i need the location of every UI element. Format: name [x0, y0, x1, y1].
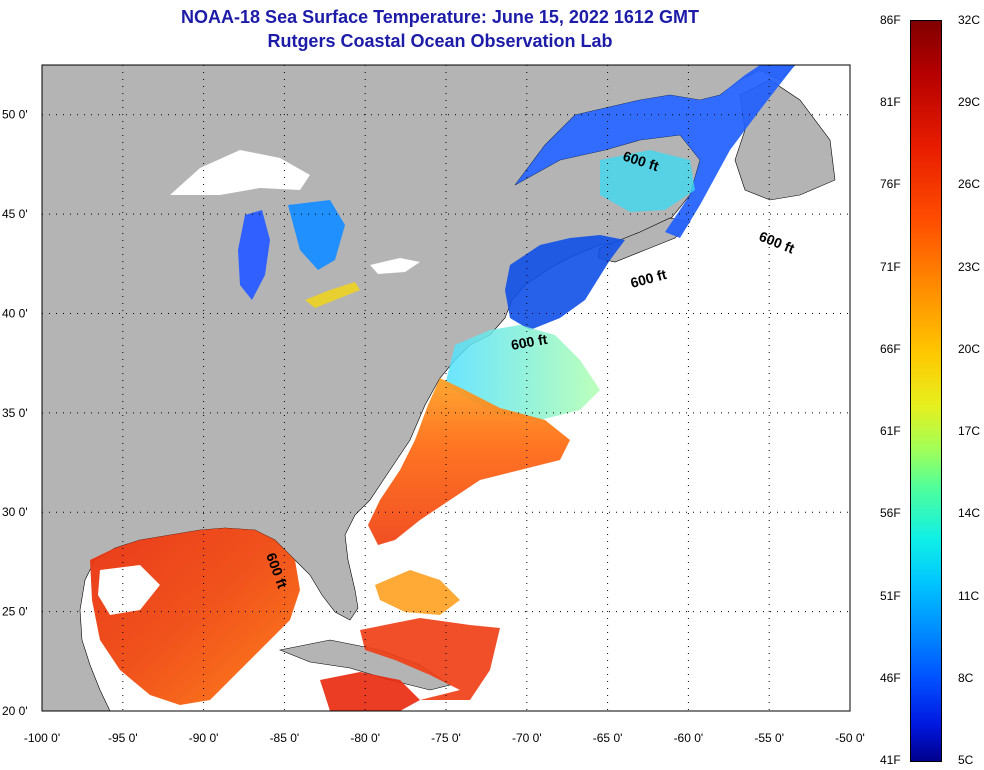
- latitude-tick-label: 35 0': [2, 406, 28, 420]
- colorbar-celsius-label: 11C: [958, 588, 980, 603]
- colorbar-fahrenheit-label: 81F: [880, 95, 901, 110]
- colorbar-fahrenheit-label: 56F: [880, 506, 901, 521]
- colorbar-fahrenheit-label: 46F: [880, 670, 901, 685]
- sst-mid-atlantic-shelf: [445, 325, 600, 420]
- sst-st-lawrence: [515, 65, 795, 238]
- colorbar-celsius-label: 8C: [958, 670, 974, 685]
- latitude-axis: 50 0' 45 0' 40 0' 35 0' 30 0' 25 0' 20 0': [2, 108, 28, 718]
- sst-bahamas: [375, 570, 460, 615]
- colorbar-celsius-label: 5C: [958, 753, 974, 767]
- cloud-gap-gulf: [98, 565, 160, 615]
- colorbar-celsius-label: 23C: [958, 259, 981, 274]
- lake-ontario: [370, 258, 420, 274]
- colorbar-fahrenheit-label: 86F: [880, 13, 901, 27]
- longitude-tick-label: -80 0': [350, 731, 380, 745]
- land-cuba: [278, 639, 451, 691]
- longitude-tick-label: -55 0': [754, 731, 784, 745]
- longitude-axis: -100 0' -95 0' -90 0' -85 0' -80 0' -75 0' -70…: [24, 731, 865, 745]
- longitude-tick-label: -95 0': [108, 731, 138, 745]
- colorbar-celsius-label: 29C: [958, 95, 981, 110]
- map-frame: [41, 64, 851, 712]
- latitude-tick-label: 20 0': [2, 704, 28, 718]
- map-subtitle: Rutgers Coastal Ocean Observation Lab: [267, 31, 613, 51]
- colorbar-fahrenheit-label: 41F: [880, 753, 901, 767]
- colorbar-fahrenheit-label: 76F: [880, 177, 901, 192]
- temperature-colorbar: [910, 20, 942, 762]
- sst-gulf-stream: [368, 378, 570, 545]
- lake-superior: [170, 150, 310, 195]
- colorbar-celsius-label: 20C: [958, 341, 981, 356]
- longitude-tick-label: -100 0': [24, 731, 60, 745]
- colorbar-fahrenheit-label: 61F: [880, 424, 901, 439]
- longitude-tick-label: -90 0': [189, 731, 219, 745]
- lake-erie: [305, 282, 360, 308]
- colorbar-fahrenheit-label: 71F: [880, 259, 901, 274]
- latitude-tick-label: 40 0': [2, 306, 28, 320]
- colorbar-celsius-label: 17C: [958, 424, 981, 439]
- sst-caribbean-south: [320, 672, 420, 711]
- colorbar-fahrenheit-label: 66F: [880, 341, 901, 356]
- colorbar-celsius-label: 32C: [958, 13, 981, 27]
- sst-gulf-of-maine: [505, 235, 625, 330]
- isobath-label-4: 600 ft: [510, 331, 549, 353]
- lake-michigan: [238, 210, 270, 300]
- colorbar-fahrenheit-label: 51F: [880, 588, 901, 603]
- sst-caribbean: [360, 618, 500, 700]
- lake-huron: [288, 200, 345, 270]
- map-title: NOAA-18 Sea Surface Temperature: June 15…: [181, 7, 699, 27]
- longitude-tick-label: -50 0': [835, 731, 865, 745]
- sst-gulf-st-lawrence-shallow: [600, 150, 695, 212]
- longitude-tick-label: -70 0': [512, 731, 542, 745]
- longitude-tick-label: -85 0': [270, 731, 300, 745]
- latitude-tick-label: 50 0': [2, 108, 28, 122]
- longitude-tick-label: -65 0': [593, 731, 623, 745]
- colorbar-celsius-label: 26C: [958, 177, 981, 192]
- longitude-tick-label: -60 0': [674, 731, 704, 745]
- colorbar-celsius-label: 14C: [958, 506, 981, 521]
- longitude-tick-label: -75 0': [431, 731, 461, 745]
- latitude-tick-label: 30 0': [2, 505, 28, 519]
- latitude-tick-label: 25 0': [2, 605, 28, 619]
- latitude-tick-label: 45 0': [2, 207, 28, 221]
